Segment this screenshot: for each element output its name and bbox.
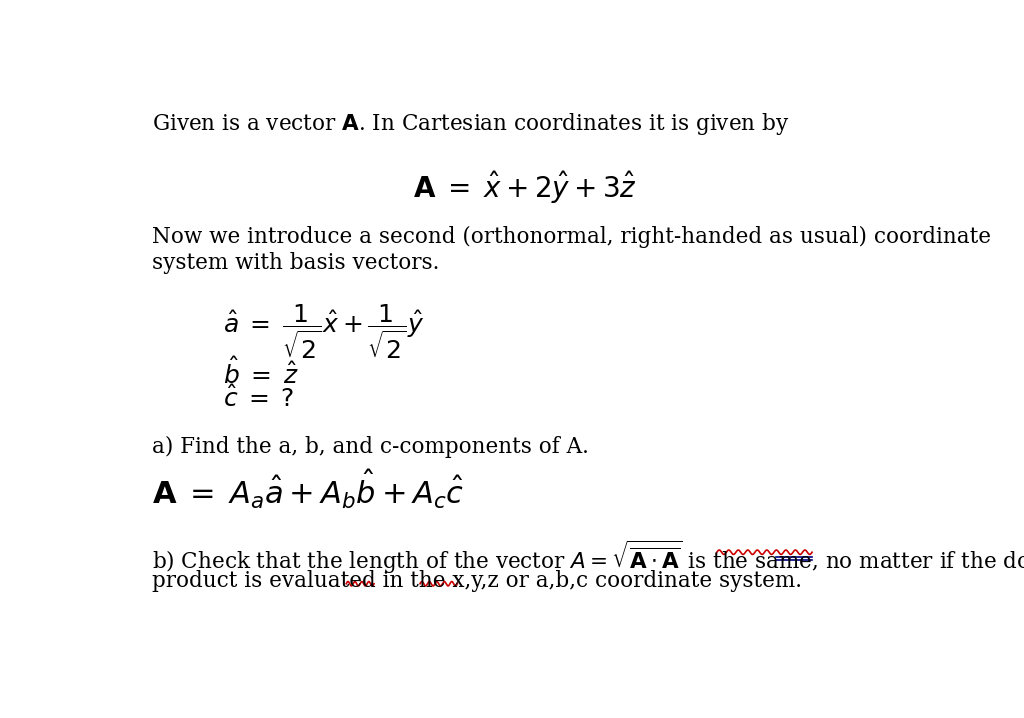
Text: a) Find the a, b, and c-components of A.: a) Find the a, b, and c-components of A. (152, 436, 589, 457)
Text: system with basis vectors.: system with basis vectors. (152, 252, 439, 274)
Text: $\hat{a}\;=\;\dfrac{1}{\sqrt{2}}\hat{x}+\dfrac{1}{\sqrt{2}}\hat{y}$: $\hat{a}\;=\;\dfrac{1}{\sqrt{2}}\hat{x}+… (223, 303, 425, 361)
Text: Now we introduce a second (orthonormal, right-handed as usual) coordinate: Now we introduce a second (orthonormal, … (152, 225, 991, 248)
Text: product is evaluated in the x,y,z or a,b,c coordinate system.: product is evaluated in the x,y,z or a,b… (152, 570, 802, 592)
Text: Given is a vector $\mathbf{A}$. In Cartesian coordinates it is given by: Given is a vector $\mathbf{A}$. In Carte… (152, 111, 790, 137)
Text: $\mathbf{A}\;=\;\hat{x}+2\hat{y}+3\hat{z}$: $\mathbf{A}\;=\;\hat{x}+2\hat{y}+3\hat{z… (413, 169, 637, 206)
Text: $\mathbf{A}\;=\;A_a\hat{a}+A_b\hat{b}+A_c\hat{c}$: $\mathbf{A}\;=\;A_a\hat{a}+A_b\hat{b}+A_… (152, 467, 464, 511)
Text: $\hat{c}\;=\;?$: $\hat{c}\;=\;?$ (223, 386, 295, 412)
Text: $\hat{b}\;=\;\hat{z}$: $\hat{b}\;=\;\hat{z}$ (223, 357, 299, 388)
Text: b) Check that the length of the vector $A=\sqrt{\overline{\mathbf{A}\cdot\mathbf: b) Check that the length of the vector $… (152, 538, 1024, 576)
